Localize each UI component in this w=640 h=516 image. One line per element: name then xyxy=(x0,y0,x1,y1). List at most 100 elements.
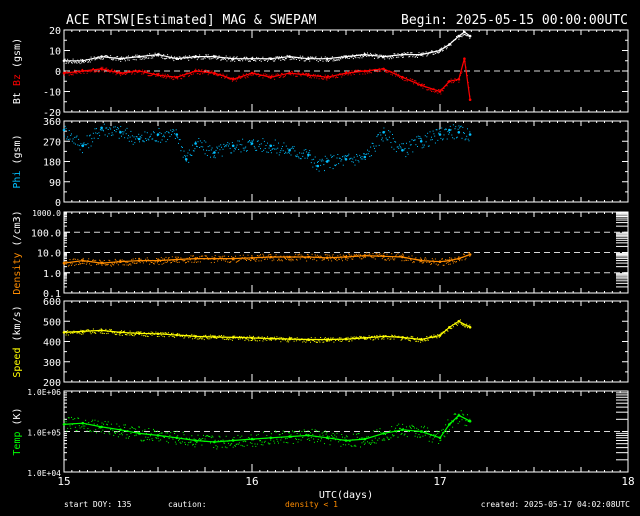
series-bz-sample xyxy=(112,72,114,74)
series-speed-sample xyxy=(380,335,382,337)
series-temp-sample xyxy=(395,431,397,433)
series-speed-sample xyxy=(121,330,122,332)
series-bz-sample xyxy=(359,73,361,75)
series-bz-sample xyxy=(207,74,209,76)
series-temp-sample xyxy=(73,423,75,425)
series-bt-sample xyxy=(184,57,186,59)
series-density-sample xyxy=(73,258,75,260)
series-phi-sample xyxy=(179,139,181,141)
panel-bt-bz-ylabel-part: Bz xyxy=(12,74,23,92)
series-phi-sample xyxy=(146,132,148,134)
series-bz-sample xyxy=(227,77,229,79)
series-temp-sample xyxy=(273,440,275,442)
series-bz-sample xyxy=(402,78,404,80)
series-bt-sample xyxy=(196,59,198,61)
series-bz-sample xyxy=(103,71,105,73)
series-bz-sample xyxy=(241,76,243,78)
series-density-sample xyxy=(403,260,405,262)
series-bt-sample xyxy=(253,59,255,61)
series-phi-sample xyxy=(97,138,99,139)
series-density-sample xyxy=(376,253,378,255)
series-phi-sample xyxy=(232,145,234,147)
series-phi-sample xyxy=(277,147,279,149)
series-temp-sample xyxy=(301,431,303,432)
series-phi-sample xyxy=(279,151,281,153)
series-bt-sample xyxy=(431,50,433,52)
series-bz-sample xyxy=(258,76,260,78)
series-temp-sample xyxy=(429,436,431,438)
series-bt-sample xyxy=(145,57,147,59)
series-speed-sample xyxy=(139,331,141,333)
series-phi-sample xyxy=(181,147,183,148)
series-phi-sample xyxy=(363,153,365,155)
series-phi-sample xyxy=(174,133,176,135)
series-bz-sample xyxy=(388,71,390,73)
series-bz-sample xyxy=(321,78,323,80)
series-phi-sample xyxy=(156,140,158,142)
series-phi-sample xyxy=(459,127,461,129)
series-speed-sample xyxy=(456,324,458,326)
series-speed-sample xyxy=(172,332,174,334)
series-bt-sample xyxy=(214,57,216,59)
series-phi-sample xyxy=(69,138,71,140)
series-density-sample xyxy=(425,258,427,260)
series-density-sample xyxy=(145,258,147,260)
series-temp-sample xyxy=(356,433,358,435)
series-speed-sample xyxy=(253,338,255,340)
series-speed-sample xyxy=(422,340,424,342)
series-temp-sample xyxy=(64,419,65,421)
series-speed-sample xyxy=(303,339,304,341)
series-temp-sample xyxy=(362,437,364,439)
series-phi-sample xyxy=(336,157,338,159)
series-speed-sample xyxy=(396,336,398,337)
series-speed-sample xyxy=(97,330,99,332)
series-temp-sample xyxy=(409,425,411,427)
series-phi-sample xyxy=(92,132,94,134)
series-temp-sample xyxy=(256,434,258,436)
series-phi-sample xyxy=(291,147,293,149)
series-phi-sample xyxy=(135,138,137,140)
series-density-sample xyxy=(91,261,93,263)
series-bz-sample xyxy=(429,89,431,91)
series-phi-sample xyxy=(435,129,437,131)
series-bt-sample xyxy=(324,56,326,58)
series-temp-sample xyxy=(237,434,239,436)
series-bt-sample xyxy=(219,57,221,59)
series-speed-sample xyxy=(392,335,393,337)
series-speed-sample xyxy=(310,337,312,339)
series-bz-sample xyxy=(166,76,168,78)
series-bz-sample xyxy=(356,69,358,71)
series-phi-sample xyxy=(208,150,210,151)
series-phi-sample xyxy=(455,126,457,128)
series-temp-sample xyxy=(459,421,461,423)
series-phi-sample xyxy=(119,130,121,132)
series-density-sample xyxy=(365,254,367,256)
panel-density-ytick-label: 1000.0 xyxy=(32,209,61,218)
series-speed-sample xyxy=(296,337,298,339)
series-bt-sample xyxy=(262,56,264,58)
series-speed-sample xyxy=(342,339,343,341)
series-bt-sample xyxy=(273,60,275,62)
series-speed-sample xyxy=(234,335,236,337)
series-bz-sample xyxy=(248,74,250,76)
series-bt-sample xyxy=(120,60,122,62)
series-bt-point xyxy=(231,57,235,60)
panel-bt-bz-ytick-label: 10 xyxy=(49,47,61,58)
series-bz-sample xyxy=(438,91,440,93)
series-density-sample xyxy=(389,256,391,258)
series-temp-sample xyxy=(335,436,337,438)
series-phi-sample xyxy=(244,147,246,149)
series-bt-sample xyxy=(221,59,222,61)
series-phi-sample xyxy=(316,168,318,170)
series-density-sample xyxy=(74,264,76,266)
series-speed-sample xyxy=(439,335,441,337)
series-temp-sample xyxy=(186,438,188,440)
series-speed-sample xyxy=(397,337,399,338)
series-density-sample xyxy=(112,263,114,265)
series-bt-sample xyxy=(230,60,232,62)
series-speed-sample xyxy=(370,338,372,340)
series-temp-sample xyxy=(328,438,329,440)
series-bz-sample xyxy=(400,77,402,79)
series-temp-sample xyxy=(253,439,255,440)
series-bt-sample xyxy=(375,54,377,56)
